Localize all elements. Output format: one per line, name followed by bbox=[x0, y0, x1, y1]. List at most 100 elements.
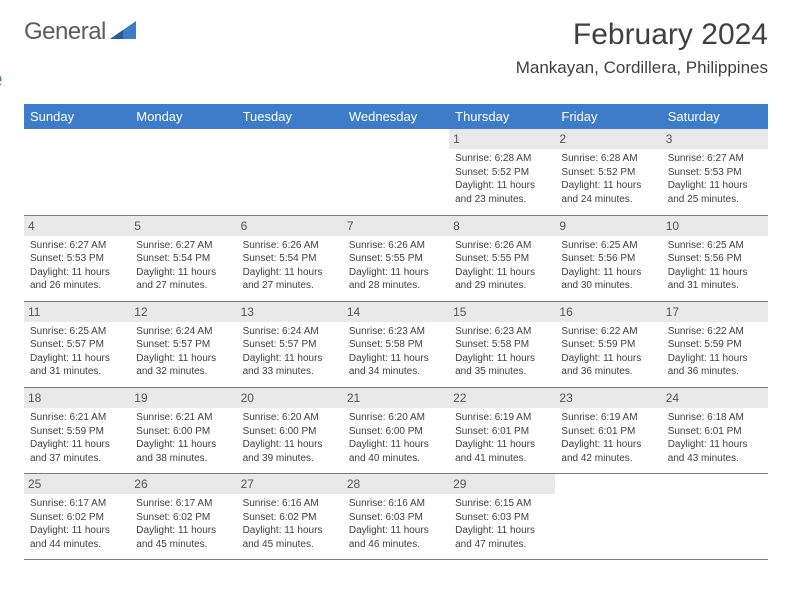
calendar-day-cell bbox=[237, 129, 343, 215]
calendar-day-cell bbox=[130, 129, 236, 215]
day-info: Sunrise: 6:23 AMSunset: 5:58 PMDaylight:… bbox=[453, 325, 551, 379]
day-number: 27 bbox=[237, 474, 343, 494]
calendar-day-cell: 16 Sunrise: 6:22 AMSunset: 5:59 PMDayligh… bbox=[555, 301, 661, 387]
calendar-day-cell bbox=[555, 474, 661, 560]
logo-text-blue: Blue bbox=[0, 66, 136, 94]
day-info: Sunrise: 6:21 AMSunset: 5:59 PMDaylight:… bbox=[28, 411, 126, 465]
calendar-day-cell: 14Sunrise: 6:23 AMSunset: 5:58 PMDayligh… bbox=[343, 301, 449, 387]
location-text: Mankayan, Cordillera, Philippines bbox=[516, 58, 768, 78]
day-number: 28 bbox=[343, 474, 449, 494]
day-info: Sunrise: 6:18 AMSunset: 6:01 PMDaylight:… bbox=[666, 411, 764, 465]
calendar-week-row: 25Sunrise: 6:17 AMSunset: 6:02 PMDayligh… bbox=[24, 474, 768, 560]
day-info: Sunrise: 6:24 AMSunset: 5:57 PMDaylight:… bbox=[134, 325, 232, 379]
logo-text-general: General bbox=[24, 18, 106, 46]
calendar-day-cell: 18 Sunrise: 6:21 AMSunset: 5:59 PMDayligh… bbox=[24, 387, 130, 473]
day-info: Sunrise: 6:26 AMSunset: 5:55 PMDaylight:… bbox=[453, 239, 551, 293]
day-number: 6 bbox=[237, 216, 343, 236]
day-number: 21 bbox=[343, 388, 449, 408]
day-number: 20 bbox=[237, 388, 343, 408]
day-number: 16 bbox=[555, 302, 661, 322]
day-number: 18 bbox=[24, 388, 130, 408]
day-number: 2 bbox=[555, 129, 661, 149]
day-info: Sunrise: 6:16 AMSunset: 6:02 PMDaylight:… bbox=[241, 497, 339, 551]
day-number: 13 bbox=[237, 302, 343, 322]
day-info: Sunrise: 6:27 AMSunset: 5:53 PMDaylight:… bbox=[666, 152, 764, 206]
day-info: Sunrise: 6:19 AMSunset: 6:01 PMDaylight:… bbox=[559, 411, 657, 465]
calendar-day-cell: 28 Sunrise: 6:16 AMSunset: 6:03 PMDayligh… bbox=[343, 474, 449, 560]
day-number: 24 bbox=[662, 388, 768, 408]
month-title: February 2024 bbox=[516, 18, 768, 52]
calendar-day-cell: 23Sunrise: 6:19 AMSunset: 6:01 PMDayligh… bbox=[555, 387, 661, 473]
calendar-day-cell: 5Sunrise: 6:27 AMSunset: 5:54 PMDaylight… bbox=[130, 215, 236, 301]
day-info: Sunrise: 6:25 AMSunset: 5:57 PMDaylight:… bbox=[28, 325, 126, 379]
calendar-week-row: 11Sunrise: 6:25 AMSunset: 5:57 PMDayligh… bbox=[24, 301, 768, 387]
calendar-day-cell: 1Sunrise: 6:28 AMSunset: 5:52 PMDaylight… bbox=[449, 129, 555, 215]
calendar-week-row: 1Sunrise: 6:28 AMSunset: 5:52 PMDaylight… bbox=[24, 129, 768, 215]
calendar-day-cell: 19 Sunrise: 6:21 AMSunset: 6:00 PMDayligh… bbox=[130, 387, 236, 473]
day-number: 12 bbox=[130, 302, 236, 322]
day-info: Sunrise: 6:28 AMSunset: 5:52 PMDaylight:… bbox=[559, 152, 657, 206]
calendar-day-cell: 15 Sunrise: 6:23 AMSunset: 5:58 PMDayligh… bbox=[449, 301, 555, 387]
weekday-header: Thursday bbox=[449, 104, 555, 129]
calendar-day-cell: 24 Sunrise: 6:18 AMSunset: 6:01 PMDayligh… bbox=[662, 387, 768, 473]
day-info: Sunrise: 6:24 AMSunset: 5:57 PMDaylight:… bbox=[241, 325, 339, 379]
calendar-day-cell: 29 Sunrise: 6:15 AMSunset: 6:03 PMDayligh… bbox=[449, 474, 555, 560]
calendar-day-cell bbox=[662, 474, 768, 560]
weekday-header: Saturday bbox=[662, 104, 768, 129]
weekday-header: Sunday bbox=[24, 104, 130, 129]
day-info: Sunrise: 6:17 AMSunset: 6:02 PMDaylight:… bbox=[28, 497, 126, 551]
calendar-body: 1Sunrise: 6:28 AMSunset: 5:52 PMDaylight… bbox=[24, 129, 768, 560]
day-number: 15 bbox=[449, 302, 555, 322]
calendar-day-cell: 17 Sunrise: 6:22 AMSunset: 5:59 PMDayligh… bbox=[662, 301, 768, 387]
day-info: Sunrise: 6:22 AMSunset: 5:59 PMDaylight:… bbox=[666, 325, 764, 379]
weekday-header: Wednesday bbox=[343, 104, 449, 129]
calendar-day-cell: 12 Sunrise: 6:24 AMSunset: 5:57 PMDayligh… bbox=[130, 301, 236, 387]
day-number: 29 bbox=[449, 474, 555, 494]
calendar-day-cell: 27 Sunrise: 6:16 AMSunset: 6:02 PMDayligh… bbox=[237, 474, 343, 560]
day-info: Sunrise: 6:16 AMSunset: 6:03 PMDaylight:… bbox=[347, 497, 445, 551]
calendar-day-cell: 3 Sunrise: 6:27 AMSunset: 5:53 PMDaylight… bbox=[662, 129, 768, 215]
calendar-day-cell: 13 Sunrise: 6:24 AMSunset: 5:57 PMDayligh… bbox=[237, 301, 343, 387]
day-number: 14 bbox=[343, 302, 449, 322]
weekday-header: Friday bbox=[555, 104, 661, 129]
calendar-day-cell: 9Sunrise: 6:25 AMSunset: 5:56 PMDaylight… bbox=[555, 215, 661, 301]
day-info: Sunrise: 6:21 AMSunset: 6:00 PMDaylight:… bbox=[134, 411, 232, 465]
day-info: Sunrise: 6:20 AMSunset: 6:00 PMDaylight:… bbox=[241, 411, 339, 465]
day-info: Sunrise: 6:25 AMSunset: 5:56 PMDaylight:… bbox=[559, 239, 657, 293]
calendar-day-cell: 25Sunrise: 6:17 AMSunset: 6:02 PMDayligh… bbox=[24, 474, 130, 560]
day-info: Sunrise: 6:22 AMSunset: 5:59 PMDaylight:… bbox=[559, 325, 657, 379]
calendar-day-cell: 2 Sunrise: 6:28 AMSunset: 5:52 PMDaylight… bbox=[555, 129, 661, 215]
calendar-day-cell: 6 Sunrise: 6:26 AMSunset: 5:54 PMDaylight… bbox=[237, 215, 343, 301]
day-number: 8 bbox=[449, 216, 555, 236]
day-info: Sunrise: 6:27 AMSunset: 5:53 PMDaylight:… bbox=[28, 239, 126, 293]
day-number: 19 bbox=[130, 388, 236, 408]
day-info: Sunrise: 6:20 AMSunset: 6:00 PMDaylight:… bbox=[347, 411, 445, 465]
day-number: 4 bbox=[24, 216, 130, 236]
calendar-day-cell: 26 Sunrise: 6:17 AMSunset: 6:02 PMDayligh… bbox=[130, 474, 236, 560]
day-info: Sunrise: 6:25 AMSunset: 5:56 PMDaylight:… bbox=[666, 239, 764, 293]
calendar-header-row: SundayMondayTuesdayWednesdayThursdayFrid… bbox=[24, 104, 768, 129]
calendar-day-cell: 8 Sunrise: 6:26 AMSunset: 5:55 PMDaylight… bbox=[449, 215, 555, 301]
day-info: Sunrise: 6:17 AMSunset: 6:02 PMDaylight:… bbox=[134, 497, 232, 551]
calendar-day-cell: 22Sunrise: 6:19 AMSunset: 6:01 PMDayligh… bbox=[449, 387, 555, 473]
day-number: 17 bbox=[662, 302, 768, 322]
day-number: 22 bbox=[449, 388, 555, 408]
weekday-header: Monday bbox=[130, 104, 236, 129]
calendar-day-cell: 11Sunrise: 6:25 AMSunset: 5:57 PMDayligh… bbox=[24, 301, 130, 387]
header: General Blue February 2024 Mankayan, Cor… bbox=[24, 18, 768, 94]
day-number: 3 bbox=[662, 129, 768, 149]
calendar-day-cell: 21 Sunrise: 6:20 AMSunset: 6:00 PMDayligh… bbox=[343, 387, 449, 473]
weekday-header: Tuesday bbox=[237, 104, 343, 129]
calendar-day-cell bbox=[343, 129, 449, 215]
calendar-day-cell bbox=[24, 129, 130, 215]
day-number: 26 bbox=[130, 474, 236, 494]
calendar-week-row: 18 Sunrise: 6:21 AMSunset: 5:59 PMDayligh… bbox=[24, 387, 768, 473]
calendar-week-row: 4 Sunrise: 6:27 AMSunset: 5:53 PMDaylight… bbox=[24, 215, 768, 301]
day-info: Sunrise: 6:26 AMSunset: 5:55 PMDaylight:… bbox=[347, 239, 445, 293]
day-info: Sunrise: 6:26 AMSunset: 5:54 PMDaylight:… bbox=[241, 239, 339, 293]
day-info: Sunrise: 6:15 AMSunset: 6:03 PMDaylight:… bbox=[453, 497, 551, 551]
day-info: Sunrise: 6:27 AMSunset: 5:54 PMDaylight:… bbox=[134, 239, 232, 293]
day-info: Sunrise: 6:28 AMSunset: 5:52 PMDaylight:… bbox=[453, 152, 551, 206]
logo-arrow-icon bbox=[110, 21, 136, 44]
logo: General Blue bbox=[24, 18, 136, 94]
